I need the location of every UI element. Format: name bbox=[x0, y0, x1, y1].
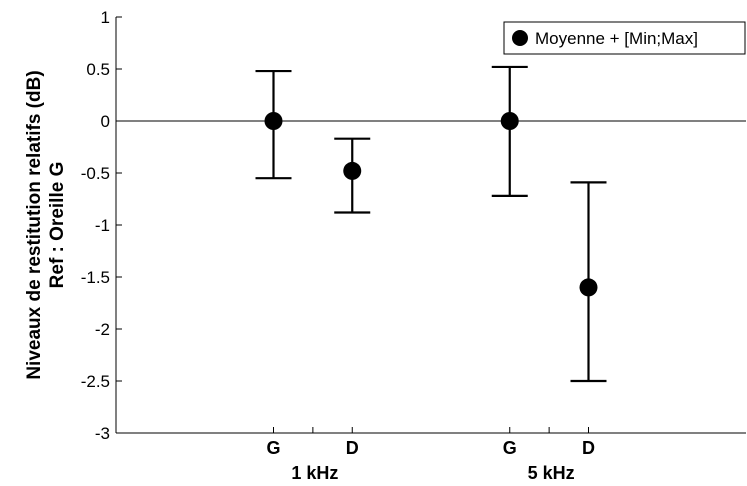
x-category-label: G bbox=[266, 438, 280, 458]
axis-labels: 1 0.5 0 -0.5 -1 -1.5 -2 -2.5 -3 G D G D 1 kHz 5 kHz Niv… bbox=[24, 8, 595, 483]
y-tick-label: -2.5 bbox=[81, 372, 110, 391]
x-category-label: G bbox=[503, 438, 517, 458]
mean-point bbox=[343, 161, 362, 180]
y-tick-label: -0.5 bbox=[81, 164, 110, 183]
plot-marks bbox=[255, 65, 607, 383]
x-category-label: D bbox=[582, 438, 595, 458]
legend-marker bbox=[512, 30, 528, 46]
x-category-label: D bbox=[346, 438, 359, 458]
y-tick-label: -1 bbox=[95, 216, 110, 235]
y-tick-label: 1 bbox=[101, 8, 110, 27]
y-tick-label: -3 bbox=[95, 424, 110, 443]
mean-point bbox=[264, 112, 283, 130]
y-tick-label: 0 bbox=[101, 112, 110, 131]
axes bbox=[115, 16, 746, 434]
y-axis-title: Niveaux de restitution relatifs (dB) bbox=[24, 70, 45, 379]
y-tick-label: -2 bbox=[95, 320, 110, 339]
y-tick-label: 0.5 bbox=[86, 60, 110, 79]
y-axis-subtitle: Ref : Oreille G bbox=[47, 162, 68, 289]
mean-point bbox=[500, 112, 519, 130]
mean-point bbox=[579, 278, 598, 297]
x-group-label: 5 kHz bbox=[528, 463, 575, 483]
legend-label: Moyenne + [Min;Max] bbox=[535, 29, 698, 48]
legend: Moyenne + [Min;Max] bbox=[503, 21, 746, 55]
legend-box bbox=[503, 21, 746, 55]
x-group-label: 1 kHz bbox=[291, 463, 338, 483]
y-tick-label: -1.5 bbox=[81, 268, 110, 287]
